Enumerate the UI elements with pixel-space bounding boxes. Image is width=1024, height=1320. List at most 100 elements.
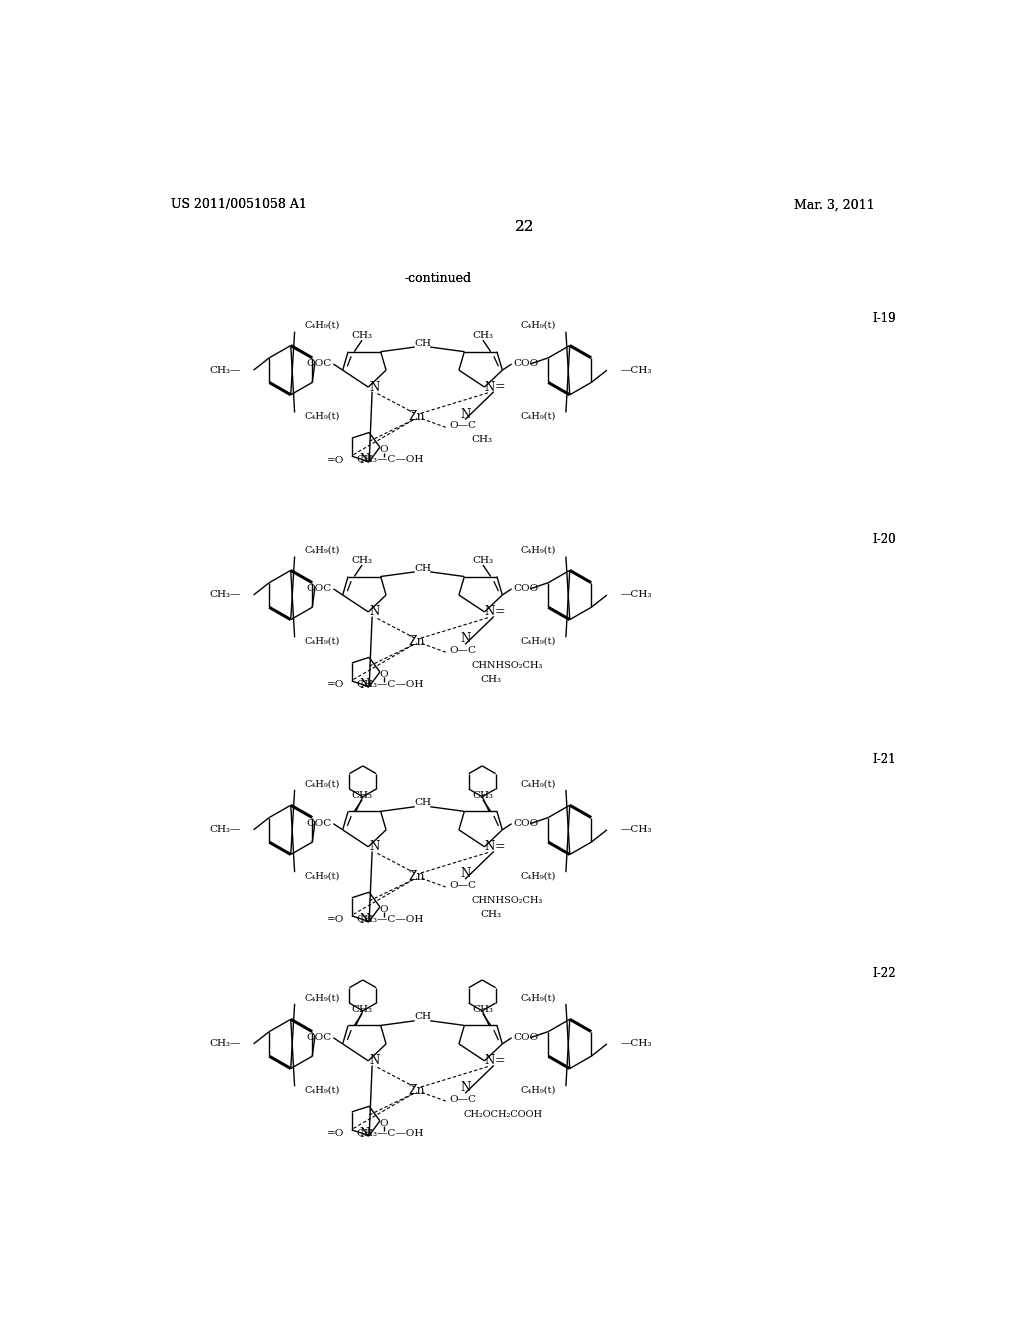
Text: N: N (484, 380, 495, 393)
Text: =O: =O (327, 455, 344, 465)
Text: O—C: O—C (450, 421, 476, 430)
Text: I-19: I-19 (872, 313, 896, 326)
Text: =O: =O (327, 680, 344, 689)
Text: CH₃: CH₃ (472, 791, 494, 800)
Text: C₄H₉(t): C₄H₉(t) (305, 636, 340, 645)
Text: =: = (495, 841, 505, 853)
Text: OOC: OOC (306, 359, 332, 368)
Text: US 2011/0051058 A1: US 2011/0051058 A1 (171, 198, 306, 211)
Text: N: N (484, 841, 495, 853)
Text: O—C: O—C (450, 880, 476, 890)
Text: CH: CH (414, 1012, 431, 1022)
Text: COO: COO (513, 820, 539, 828)
Text: I-21: I-21 (872, 752, 896, 766)
Text: =: = (495, 606, 505, 619)
Text: N: N (359, 678, 370, 690)
Text: CH₃: CH₃ (351, 791, 373, 800)
Text: CH₃—C—OH: CH₃—C—OH (356, 1129, 424, 1138)
Text: C₄H₉(t): C₄H₉(t) (305, 321, 340, 330)
Text: CH₃—C—OH: CH₃—C—OH (356, 455, 424, 463)
Text: CH₃: CH₃ (471, 436, 493, 444)
Text: CH₃—: CH₃— (209, 825, 241, 834)
Text: C₄H₉(t): C₄H₉(t) (520, 636, 556, 645)
Text: =: = (495, 380, 505, 393)
Text: CH₃: CH₃ (351, 1005, 373, 1014)
Text: I-22: I-22 (872, 966, 896, 979)
Text: CH₃: CH₃ (480, 909, 502, 919)
Text: Zn: Zn (409, 1084, 425, 1097)
Text: I-21: I-21 (872, 752, 896, 766)
Text: N: N (484, 1055, 495, 1068)
Text: I-22: I-22 (872, 966, 896, 979)
Text: COO: COO (513, 359, 539, 368)
Text: COO: COO (513, 1034, 539, 1043)
Text: C₄H₉(t): C₄H₉(t) (520, 546, 556, 554)
Text: CH₃: CH₃ (472, 556, 494, 565)
Text: Mar. 3, 2011: Mar. 3, 2011 (795, 198, 876, 211)
Text: CH₃—: CH₃— (209, 590, 241, 599)
Text: O—C: O—C (450, 1094, 476, 1104)
Text: N: N (460, 867, 470, 880)
Text: C₄H₉(t): C₄H₉(t) (305, 871, 340, 880)
Text: 22: 22 (515, 220, 535, 234)
Text: OOC: OOC (306, 820, 332, 828)
Text: CH: CH (414, 564, 431, 573)
Text: —CH₃: —CH₃ (621, 825, 651, 834)
Text: -continued: -continued (404, 272, 472, 285)
Text: N: N (370, 841, 380, 853)
Text: N: N (359, 912, 370, 925)
Text: N: N (370, 380, 380, 393)
Text: C₄H₉(t): C₄H₉(t) (305, 1085, 340, 1094)
Text: O—C: O—C (450, 645, 476, 655)
Text: C₄H₉(t): C₄H₉(t) (305, 546, 340, 554)
Text: Zn: Zn (409, 870, 425, 883)
Text: US 2011/0051058 A1: US 2011/0051058 A1 (171, 198, 306, 211)
Text: C₄H₉(t): C₄H₉(t) (520, 1085, 556, 1094)
Text: CH₃—C—OH: CH₃—C—OH (356, 915, 424, 924)
Text: CH₂OCH₂COOH: CH₂OCH₂COOH (464, 1110, 543, 1119)
Text: N: N (460, 408, 470, 421)
Text: COO: COO (513, 585, 539, 593)
Text: O: O (380, 445, 388, 454)
Text: N: N (370, 1055, 380, 1068)
Text: —CH₃: —CH₃ (621, 366, 651, 375)
Text: —CH₃: —CH₃ (621, 590, 651, 599)
Text: CH₃: CH₃ (351, 331, 373, 341)
Text: C₄H₉(t): C₄H₉(t) (520, 412, 556, 421)
Text: 22: 22 (515, 220, 535, 234)
Text: CHNHSO₂CH₃: CHNHSO₂CH₃ (471, 661, 543, 671)
Text: CH: CH (414, 339, 431, 347)
Text: OOC: OOC (306, 1034, 332, 1043)
Text: O: O (380, 1119, 388, 1127)
Text: CH₃: CH₃ (472, 1005, 494, 1014)
Text: N: N (370, 606, 380, 619)
Text: OOC: OOC (306, 585, 332, 593)
Text: C₄H₉(t): C₄H₉(t) (305, 412, 340, 421)
Text: Zn: Zn (409, 409, 425, 422)
Text: N: N (359, 1127, 370, 1139)
Text: C₄H₉(t): C₄H₉(t) (305, 779, 340, 788)
Text: CHNHSO₂CH₃: CHNHSO₂CH₃ (471, 896, 543, 906)
Text: N: N (359, 453, 370, 466)
Text: CH₃—C—OH: CH₃—C—OH (356, 680, 424, 689)
Text: C₄H₉(t): C₄H₉(t) (520, 871, 556, 880)
Text: C₄H₉(t): C₄H₉(t) (305, 993, 340, 1002)
Text: C₄H₉(t): C₄H₉(t) (520, 779, 556, 788)
Text: I-20: I-20 (872, 533, 896, 546)
Text: N: N (460, 1081, 470, 1094)
Text: I-19: I-19 (872, 313, 896, 326)
Text: I-20: I-20 (872, 533, 896, 546)
Text: CH₃: CH₃ (480, 676, 502, 684)
Text: =O: =O (327, 1130, 344, 1138)
Text: Mar. 3, 2011: Mar. 3, 2011 (795, 198, 876, 211)
Text: O: O (380, 904, 388, 913)
Text: =: = (495, 1055, 505, 1068)
Text: CH₃—: CH₃— (209, 366, 241, 375)
Text: N: N (460, 632, 470, 645)
Text: CH₃—: CH₃— (209, 1039, 241, 1048)
Text: —CH₃: —CH₃ (621, 1039, 651, 1048)
Text: CH₃: CH₃ (472, 331, 494, 341)
Text: CH₃: CH₃ (351, 556, 373, 565)
Text: Zn: Zn (409, 635, 425, 648)
Text: N: N (484, 606, 495, 619)
